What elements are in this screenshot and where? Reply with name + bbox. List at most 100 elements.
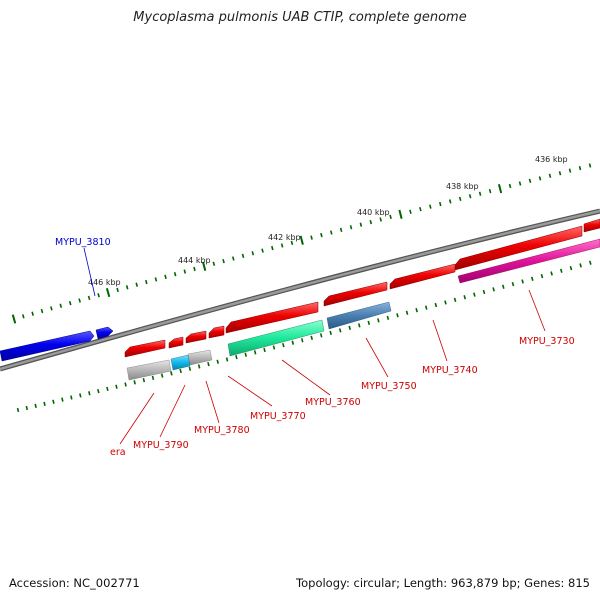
inner-ring-minor-tick	[235, 354, 238, 360]
outer-ring-major-tick	[299, 235, 304, 245]
inner-ring-minor-tick	[492, 287, 495, 292]
inner-ring-minor-tick	[43, 401, 46, 406]
inner-ring-minor-tick	[61, 397, 64, 402]
outer-ring-major-tick	[497, 183, 503, 194]
inner-ring-minor-tick	[188, 366, 192, 371]
gene-mypu-3770[interactable]	[208, 325, 225, 339]
gene-mypu-3740[interactable]	[389, 263, 456, 290]
leader-mypu-3740	[432, 319, 448, 362]
outer-ring-minor-tick	[231, 256, 235, 261]
label-mypu-3730: MYPU_3730	[519, 336, 575, 347]
outer-ring-minor-tick	[448, 199, 452, 204]
leader-era	[119, 392, 155, 445]
cog-bar-mypu-3790	[170, 354, 191, 371]
topology-value: circular	[353, 576, 397, 590]
inner-ring-minor-tick	[88, 391, 91, 396]
inner-ring-minor-tick	[70, 395, 73, 400]
inner-ring-minor-tick	[170, 371, 173, 376]
inner-ring-minor-tick	[559, 268, 563, 273]
inner-ring-minor-tick	[124, 382, 127, 387]
tick-label-446: 446 kbp	[88, 278, 121, 287]
gene-mypu-3810[interactable]	[0, 326, 114, 362]
accession-label: Accession:	[9, 576, 70, 590]
tick-label-436: 436 kbp	[535, 155, 568, 164]
inner-ring-minor-tick	[502, 284, 505, 289]
outer-ring-minor-tick	[359, 222, 363, 227]
outer-ring-minor-tick	[518, 181, 522, 186]
inner-ring-minor-tick	[142, 377, 146, 383]
gene-era[interactable]	[124, 339, 166, 358]
inner-dotted-ring	[16, 260, 592, 413]
outer-ring-minor-tick	[59, 303, 63, 308]
outer-ring-minor-tick	[173, 272, 177, 277]
outer-ring-minor-tick	[429, 204, 432, 209]
outer-ring-major-tick	[105, 287, 111, 298]
inner-ring-minor-tick	[319, 333, 323, 338]
outer-ring-minor-tick	[135, 282, 139, 287]
genes-value: 815	[568, 576, 590, 590]
outer-ring-minor-tick	[468, 194, 472, 199]
label-mypu-3790: MYPU_3790	[133, 440, 189, 451]
inner-ring-minor-tick	[463, 295, 467, 300]
inner-ring-minor-tick	[106, 386, 109, 392]
outer-ring-minor-tick	[339, 227, 343, 233]
inner-ring-minor-tick	[16, 407, 20, 413]
outer-ring-minor-tick	[271, 245, 274, 251]
accession-info: Accession: NC_002771	[9, 576, 140, 590]
outer-ring-minor-tick	[145, 279, 148, 285]
tick-label-440: 440 kbp	[357, 208, 390, 217]
outer-ring-minor-tick	[164, 274, 167, 279]
outer-ring-minor-tick	[97, 293, 100, 298]
leader-mypu-3750	[365, 337, 389, 378]
tick-label-444: 444 kbp	[178, 256, 211, 265]
inner-ring-minor-tick	[253, 350, 257, 355]
leader-mypu-3770	[227, 375, 273, 407]
inner-ring-minor-tick	[244, 352, 248, 357]
outer-ring-minor-tick	[568, 168, 572, 173]
outer-ring-minor-tick	[116, 287, 119, 293]
outer-ring-minor-tick	[280, 243, 284, 248]
cog-bar-mypu-3730	[457, 238, 600, 284]
gene-mypu-3760[interactable]	[225, 301, 319, 334]
inner-ring-minor-tick	[405, 310, 409, 315]
outer-ring-major-tick	[398, 209, 403, 219]
inner-ring-minor-tick	[151, 375, 155, 380]
outer-ring-minor-tick	[78, 298, 81, 303]
inner-ring-minor-tick	[329, 330, 332, 336]
inner-ring-minor-tick	[263, 347, 266, 353]
leader-mypu-3810	[83, 247, 96, 297]
outer-ring-minor-tick	[290, 240, 294, 245]
inner-ring-minor-tick	[569, 265, 573, 271]
label-mypu-3770: MYPU_3770	[250, 411, 306, 422]
length-value: 963,879 bp	[450, 576, 517, 590]
outer-ring-minor-tick	[183, 269, 187, 274]
outer-ring-minor-tick	[154, 277, 158, 282]
inner-ring-minor-tick	[25, 405, 29, 411]
topology-label: Topology:	[296, 576, 350, 590]
inner-ring-minor-tick	[133, 380, 136, 385]
inner-ring-minor-tick	[511, 281, 515, 287]
inner-ring-minor-tick	[79, 393, 82, 398]
inner-ring-minor-tick	[310, 335, 313, 340]
reverse-strand-genes	[124, 218, 600, 358]
gene-mypu-3780[interactable]	[185, 330, 207, 344]
cog-bar-mypu-3750	[326, 301, 392, 330]
outer-ring-minor-tick	[21, 314, 25, 319]
leader-mypu-3780	[205, 380, 220, 424]
gene-mypu-3790[interactable]	[168, 336, 184, 349]
outer-ring-minor-tick	[251, 251, 255, 256]
tick-labels: 436 kbp 438 kbp 440 kbp 442 kbp 444 kbp …	[88, 155, 568, 287]
inner-ring-minor-tick	[530, 276, 534, 281]
genome-summary: Topology: circular; Length: 963,879 bp; …	[296, 576, 590, 590]
inner-ring-minor-tick	[434, 302, 438, 308]
inner-ring-minor-tick	[207, 361, 210, 367]
label-mypu-3750: MYPU_3750	[361, 381, 417, 392]
outer-ring-minor-tick	[193, 266, 196, 272]
label-mypu-3740: MYPU_3740	[422, 365, 478, 376]
leader-mypu-3790	[159, 384, 186, 438]
inner-ring-minor-tick	[225, 357, 229, 362]
gene-mypu-3730[interactable]	[454, 218, 600, 271]
outer-ring-minor-tick	[320, 232, 323, 238]
inner-ring-minor-tick	[453, 297, 457, 302]
gene-mypu-3750[interactable]	[323, 281, 388, 307]
